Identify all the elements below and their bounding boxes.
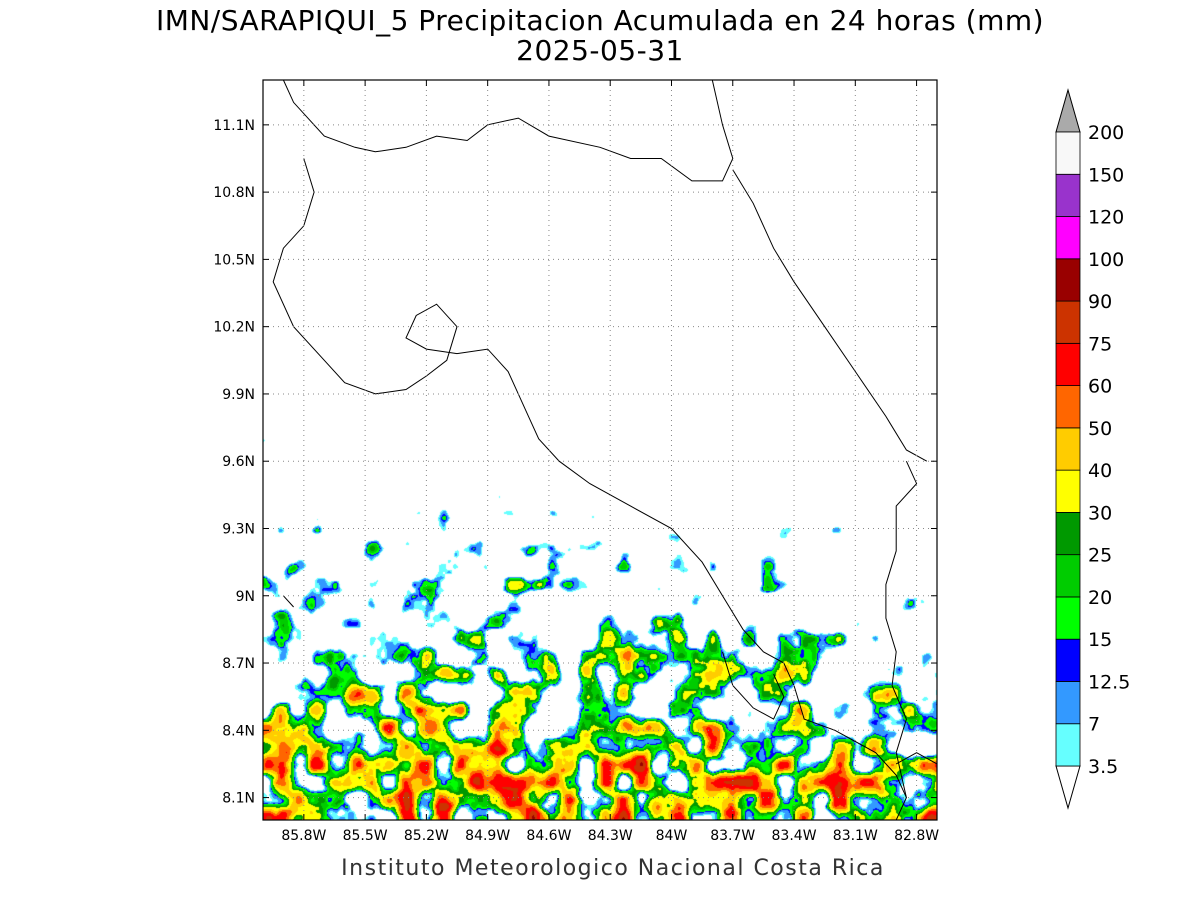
colorbar-label: 20 [1088,587,1112,609]
colorbar-label: 3.5 [1088,756,1118,778]
colorbar-label: 25 [1088,545,1112,567]
colorbar-swatch [1055,469,1081,513]
lat-tick-label: 10.8N [213,185,255,201]
colorbar-swatch [1055,385,1081,429]
colorbar-label: 50 [1088,418,1112,440]
colorbar-swatch [1055,173,1081,217]
colorbar-label: 7 [1088,714,1100,736]
lat-tick-label: 9.9N [222,387,255,403]
colorbar-label: 200 [1088,122,1124,144]
colorbar-swatch [1055,258,1081,302]
colorbar-swatch [1055,131,1081,175]
precipitation-map [263,80,937,820]
colorbar-label: 75 [1088,333,1112,355]
lat-tick-label: 10.5N [213,252,255,268]
lon-tick-label: 84W [656,828,688,844]
colorbar-max-arrow [1055,88,1081,133]
colorbar-label: 100 [1088,249,1124,271]
lat-tick-label: 9.6N [222,454,255,470]
colorbar-swatch [1055,427,1081,471]
footer-credit: Instituto Meteorologico Nacional Costa R… [341,856,885,881]
colorbar-label: 12.5 [1088,671,1130,693]
lat-tick-label: 8.1N [222,791,255,807]
lon-tick-label: 85.2W [404,828,449,844]
colorbar-label: 15 [1088,629,1112,651]
lat-tick-label: 11.1N [213,118,255,134]
colorbar-label: 120 [1088,207,1124,229]
map-title: IMN/SARAPIQUI_5 Precipitacion Acumulada … [155,4,1045,37]
precipitation-field [263,80,937,820]
colorbar-min-arrow [1055,765,1081,810]
colorbar-swatch [1055,638,1081,682]
lon-tick-label: 84.3W [588,828,633,844]
lat-tick-label: 10.2N [213,320,255,336]
lon-tick-label: 83.1W [833,828,878,844]
lon-tick-label: 83.4W [772,828,817,844]
lon-tick-label: 85.8W [281,828,326,844]
colorbar-swatch [1055,216,1081,260]
lat-tick-label: 8.7N [222,656,255,672]
map-date: 2025-05-31 [516,34,684,67]
colorbar-label: 90 [1088,291,1112,313]
colorbar-legend: 3.5 7 12.5 15 20 25 30 40 50 60 75 90 100 120 150 200 [1055,88,1130,810]
colorbar-swatch [1055,512,1081,556]
lon-tick-label: 85.5W [343,828,388,844]
colorbar-label: 40 [1088,460,1112,482]
lat-tick-label: 8.4N [222,723,255,739]
lon-tick-label: 82.8W [894,828,939,844]
colorbar-swatch [1055,681,1081,725]
colorbar-swatch [1055,723,1081,767]
lon-tick-label: 83.7W [710,828,755,844]
lon-tick-label: 84.9W [465,828,510,844]
lat-tick-label: 9N [236,589,255,605]
lon-tick-label: 84.6W [526,828,571,844]
colorbar-swatch [1055,554,1081,598]
colorbar-label: 60 [1088,376,1112,398]
colorbar-label: 150 [1088,164,1124,186]
colorbar-swatch [1055,342,1081,387]
colorbar-swatch [1055,300,1081,344]
lat-tick-label: 9.3N [222,521,255,537]
colorbar-swatch [1055,596,1081,640]
colorbar-label: 30 [1088,502,1112,524]
